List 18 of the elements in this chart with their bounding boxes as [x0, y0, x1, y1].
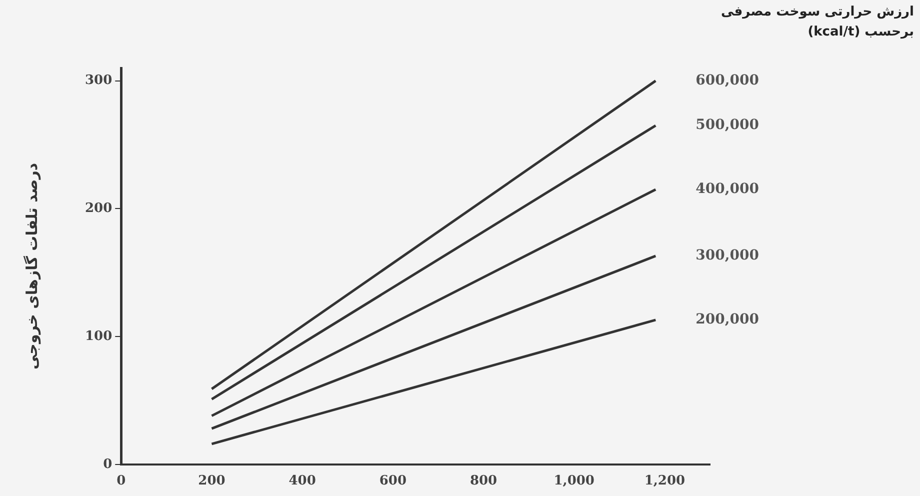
y-tick-label: 300 — [84, 73, 112, 88]
text: 200,000 — [696, 312, 760, 328]
y-tick-label: 0 — [103, 456, 112, 472]
y-tick-label: 100 — [84, 328, 112, 344]
text: 400,000 — [696, 181, 760, 198]
text: 600,000 — [696, 72, 760, 88]
legend-title: ارزش حرارتی سوخت مصرفی برحسب (kcal/t) — [720, 4, 914, 40]
x-tick-label: 600 — [379, 474, 406, 489]
y-axis-title: درصد تلفات گازهای خروجی — [22, 162, 41, 370]
x-tick-label: 800 — [470, 474, 498, 489]
text: 300,000 — [696, 248, 760, 264]
x-tick-label: 200 — [198, 474, 226, 489]
x-tick-label: 1,000 — [554, 474, 594, 489]
y-tick-label: 200 — [84, 201, 112, 216]
x-tick-label: 0 — [116, 474, 126, 489]
x-tick-label: 400 — [288, 474, 316, 489]
text: 500,000 — [696, 117, 760, 134]
x-tick-label: 1,200 — [644, 474, 686, 489]
